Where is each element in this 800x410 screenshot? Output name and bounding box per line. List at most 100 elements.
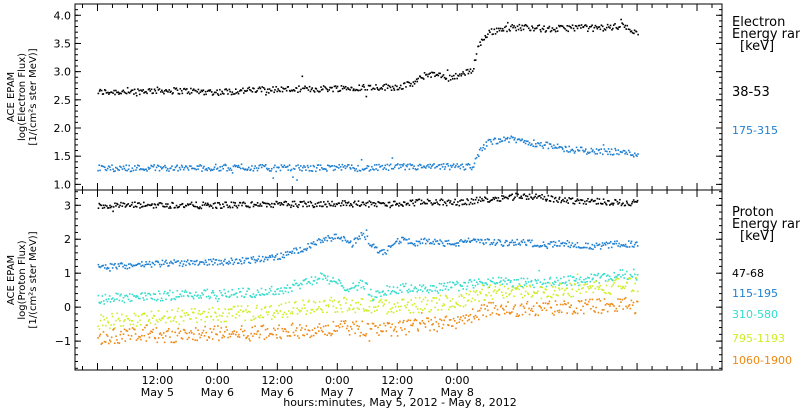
data-point	[249, 339, 251, 342]
data-point	[439, 239, 441, 241]
data-point	[280, 164, 283, 166]
data-point	[565, 242, 568, 245]
data-point	[110, 205, 113, 208]
data-point	[450, 305, 453, 308]
data-point	[611, 303, 614, 306]
data-point	[549, 241, 552, 243]
data-point	[253, 87, 255, 90]
data-point	[333, 329, 335, 332]
data-point	[231, 331, 234, 333]
data-point	[564, 303, 566, 305]
data-point	[563, 245, 565, 247]
data-point	[296, 179, 298, 181]
data-point	[575, 307, 578, 310]
data-point	[525, 244, 528, 247]
data-point	[497, 197, 500, 199]
data-point	[135, 169, 137, 171]
data-point	[405, 333, 407, 336]
data-point	[412, 322, 414, 325]
data-point	[483, 38, 486, 41]
data-point	[289, 312, 292, 315]
data-point	[228, 296, 230, 298]
data-point	[558, 311, 560, 314]
data-point	[161, 167, 164, 169]
data-point	[590, 308, 592, 310]
data-point	[478, 155, 480, 158]
data-point	[161, 89, 163, 92]
data-point	[568, 197, 570, 199]
data-point	[407, 242, 410, 245]
data-point	[200, 261, 202, 263]
data-point	[442, 244, 445, 247]
data-point	[348, 241, 350, 244]
data-point	[246, 205, 248, 208]
data-point	[409, 319, 412, 322]
data-point	[338, 202, 341, 205]
data-point	[625, 245, 628, 248]
data-point	[588, 277, 590, 279]
data-point	[365, 202, 368, 204]
data-point	[457, 303, 459, 306]
data-point	[332, 205, 334, 207]
data-point	[595, 306, 597, 309]
data-point	[430, 309, 432, 311]
data-point	[209, 90, 211, 92]
data-point	[329, 165, 331, 168]
data-point	[132, 264, 135, 267]
series-175-315	[97, 135, 639, 181]
data-point	[469, 68, 472, 70]
data-point	[198, 309, 200, 312]
data-point	[354, 237, 357, 240]
data-point	[445, 285, 448, 288]
data-point	[251, 258, 253, 260]
data-point	[187, 295, 190, 298]
data-point	[240, 305, 243, 308]
data-point	[171, 92, 174, 95]
data-point	[345, 241, 348, 243]
data-point	[498, 200, 501, 202]
data-point	[318, 301, 321, 303]
data-point	[217, 308, 220, 310]
data-point	[475, 156, 478, 159]
data-point	[249, 262, 252, 264]
data-point	[116, 339, 118, 341]
data-point	[517, 138, 519, 141]
data-point	[209, 258, 212, 261]
data-point	[216, 201, 219, 204]
data-point	[525, 140, 528, 142]
data-point	[237, 305, 239, 307]
data-point	[458, 204, 461, 207]
data-point	[359, 279, 362, 282]
data-point	[319, 241, 322, 244]
data-point	[278, 166, 280, 169]
data-point	[173, 317, 175, 320]
data-point	[321, 311, 324, 313]
data-point	[290, 324, 293, 326]
data-point	[613, 240, 616, 243]
data-point	[501, 197, 504, 200]
data-point	[473, 162, 476, 165]
data-point	[636, 201, 638, 203]
data-point	[488, 138, 491, 141]
data-point	[488, 201, 491, 203]
data-point	[549, 30, 552, 33]
data-point	[602, 30, 605, 32]
data-point	[228, 205, 231, 207]
data-point	[168, 262, 171, 264]
data-point	[520, 195, 523, 198]
data-point	[173, 259, 176, 261]
data-point	[291, 252, 293, 255]
data-point	[477, 199, 480, 201]
data-point	[293, 247, 295, 250]
data-point	[326, 205, 328, 208]
data-point	[284, 87, 287, 90]
data-point	[436, 73, 438, 76]
data-point	[389, 293, 392, 295]
data-point	[497, 239, 500, 241]
data-point	[505, 239, 507, 242]
data-point	[224, 201, 226, 204]
data-point	[587, 286, 589, 288]
data-point	[454, 306, 456, 309]
data-point	[569, 282, 571, 285]
data-point	[466, 319, 469, 322]
